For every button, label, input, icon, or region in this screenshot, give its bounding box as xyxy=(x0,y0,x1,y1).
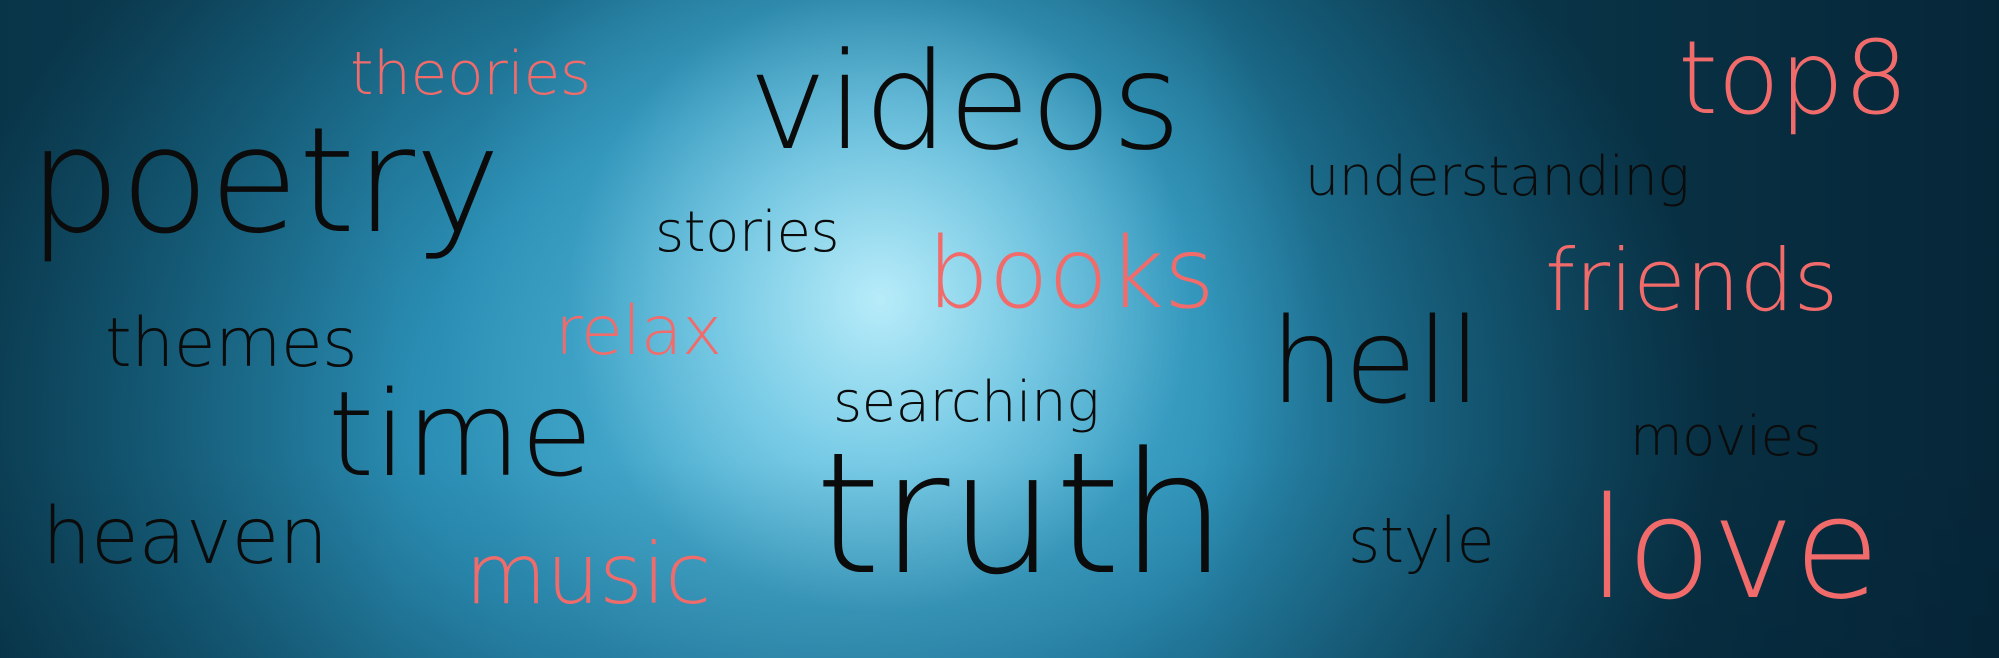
word-friends: friends xyxy=(1545,231,1838,331)
word-hell: hell xyxy=(1270,292,1481,430)
word-love: love xyxy=(1588,468,1880,631)
word-relax: relax xyxy=(555,292,722,371)
word-style: style xyxy=(1348,504,1495,577)
word-poetry: poetry xyxy=(28,96,501,266)
word-time: time xyxy=(328,365,593,503)
word-themes: themes xyxy=(105,304,358,383)
word-stories: stories xyxy=(655,200,840,265)
word-heaven: heaven xyxy=(42,492,328,582)
word-theories: theories xyxy=(350,39,591,109)
word-top8: top8 xyxy=(1678,19,1909,138)
word-videos: videos xyxy=(748,24,1181,180)
word-truth: truth xyxy=(815,416,1227,612)
word-books: books xyxy=(927,217,1215,331)
word-movies: movies xyxy=(1630,405,1821,468)
word-understanding: understanding xyxy=(1305,145,1690,208)
word-searching: searching xyxy=(833,370,1100,435)
word-music: music xyxy=(465,525,711,623)
